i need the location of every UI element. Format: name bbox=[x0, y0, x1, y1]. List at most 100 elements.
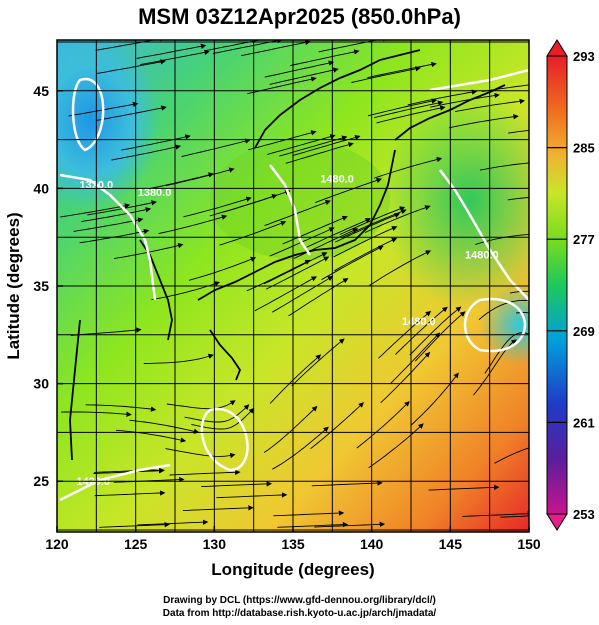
streamline bbox=[314, 521, 386, 528]
streamline bbox=[73, 217, 144, 232]
x-tick-label: 125 bbox=[124, 536, 148, 552]
y-tick-label: 45 bbox=[33, 83, 49, 99]
streamline bbox=[183, 196, 252, 218]
credits-line-2: Data from http://database.rish.kyoto-u.a… bbox=[162, 608, 437, 619]
streamline bbox=[500, 515, 529, 518]
streamline bbox=[166, 400, 236, 410]
height-contours bbox=[59, 68, 529, 502]
streamline bbox=[333, 226, 398, 258]
streamline bbox=[390, 332, 441, 384]
credits: Drawing by DCL (https://www.gfd-dennou.o… bbox=[0, 594, 599, 620]
colorbar-label: 277 bbox=[573, 232, 595, 247]
streamline bbox=[121, 134, 191, 151]
streamline bbox=[288, 278, 349, 317]
streamline bbox=[380, 351, 431, 404]
streamline bbox=[277, 521, 349, 528]
streamline bbox=[269, 354, 322, 404]
x-tick-label: 120 bbox=[45, 536, 69, 552]
streamline bbox=[94, 467, 165, 474]
y-tick-label: 35 bbox=[33, 278, 49, 294]
streamline bbox=[182, 505, 254, 512]
streamline bbox=[315, 177, 382, 204]
colorbar-ticks: 293 285 277 269 261 253 bbox=[547, 49, 595, 522]
x-axis-ticks: 120 125 130 135 140 145 150 bbox=[45, 526, 541, 552]
y-tick-label: 25 bbox=[33, 473, 49, 489]
streamline bbox=[184, 404, 250, 423]
colorbar-min-arrow bbox=[546, 513, 568, 531]
streamline bbox=[448, 114, 519, 129]
streamline bbox=[60, 203, 131, 218]
streamline bbox=[272, 426, 329, 470]
streamline bbox=[99, 521, 170, 528]
streamline bbox=[96, 59, 166, 75]
streamline bbox=[367, 61, 437, 79]
streamline bbox=[290, 49, 360, 67]
colorbar-label: 269 bbox=[573, 324, 595, 339]
x-tick-label: 135 bbox=[281, 536, 305, 552]
streamline bbox=[321, 245, 384, 281]
streamline bbox=[264, 60, 335, 78]
streamline bbox=[364, 205, 431, 234]
streamline bbox=[111, 144, 181, 161]
temperature-field bbox=[57, 40, 529, 532]
streamline bbox=[508, 130, 529, 134]
y-tick-label: 30 bbox=[33, 376, 49, 392]
streamline bbox=[410, 372, 459, 426]
y-axis-label: Latitude (degrees) bbox=[4, 212, 23, 359]
colorbar-max-arrow bbox=[546, 39, 568, 57]
streamline bbox=[143, 353, 214, 364]
streamline bbox=[129, 419, 200, 434]
streamline bbox=[407, 89, 478, 106]
streamline bbox=[165, 167, 235, 187]
streamline bbox=[311, 480, 383, 487]
colorbar: 293 285 277 269 261 253 bbox=[546, 39, 595, 531]
streamline bbox=[373, 156, 443, 179]
streamline bbox=[369, 250, 432, 286]
streamline bbox=[254, 276, 317, 312]
x-tick-label: 130 bbox=[203, 536, 227, 552]
x-tick-label: 145 bbox=[439, 536, 463, 552]
streamline bbox=[273, 510, 345, 517]
contour-label: 1420.0 bbox=[76, 476, 110, 488]
streamline bbox=[205, 40, 276, 52]
contour-label: 1480.0 bbox=[402, 316, 436, 328]
colorbar-gradient bbox=[546, 55, 568, 515]
colorbar-label: 261 bbox=[573, 415, 595, 430]
streamline bbox=[368, 423, 424, 469]
streamline bbox=[85, 404, 157, 412]
colorbar-label: 253 bbox=[573, 507, 595, 522]
contour-label: 1380.0 bbox=[138, 187, 172, 199]
streamline bbox=[134, 40, 140, 41]
contour-label: 1480.0 bbox=[320, 174, 354, 186]
streamline bbox=[334, 237, 398, 272]
streamline bbox=[144, 172, 214, 191]
streamline bbox=[81, 207, 152, 223]
streamline bbox=[209, 193, 278, 217]
streamline bbox=[507, 196, 529, 201]
credits-line-1: Drawing by DCL (https://www.gfd-dennou.o… bbox=[163, 595, 436, 606]
streamline bbox=[94, 490, 166, 497]
streamline bbox=[291, 338, 345, 387]
streamline bbox=[247, 130, 317, 151]
streamline bbox=[516, 312, 529, 314]
colorbar-label: 293 bbox=[573, 49, 595, 64]
streamline bbox=[263, 252, 328, 285]
streamline bbox=[494, 447, 529, 464]
streamline bbox=[87, 200, 157, 216]
streamline bbox=[351, 66, 421, 83]
streamline bbox=[310, 402, 364, 450]
streamline bbox=[137, 519, 209, 526]
y-tick-label: 40 bbox=[33, 180, 49, 196]
streamline bbox=[266, 256, 330, 290]
streamline bbox=[181, 138, 251, 157]
streamline bbox=[462, 510, 529, 517]
streamline bbox=[409, 306, 462, 356]
streamline bbox=[395, 306, 448, 355]
streamline bbox=[267, 134, 336, 155]
streamline bbox=[479, 162, 529, 171]
colorbar-label: 285 bbox=[573, 141, 595, 156]
contour-label: 1480.0 bbox=[465, 250, 499, 262]
streamline bbox=[241, 40, 311, 57]
streamline bbox=[158, 214, 228, 235]
